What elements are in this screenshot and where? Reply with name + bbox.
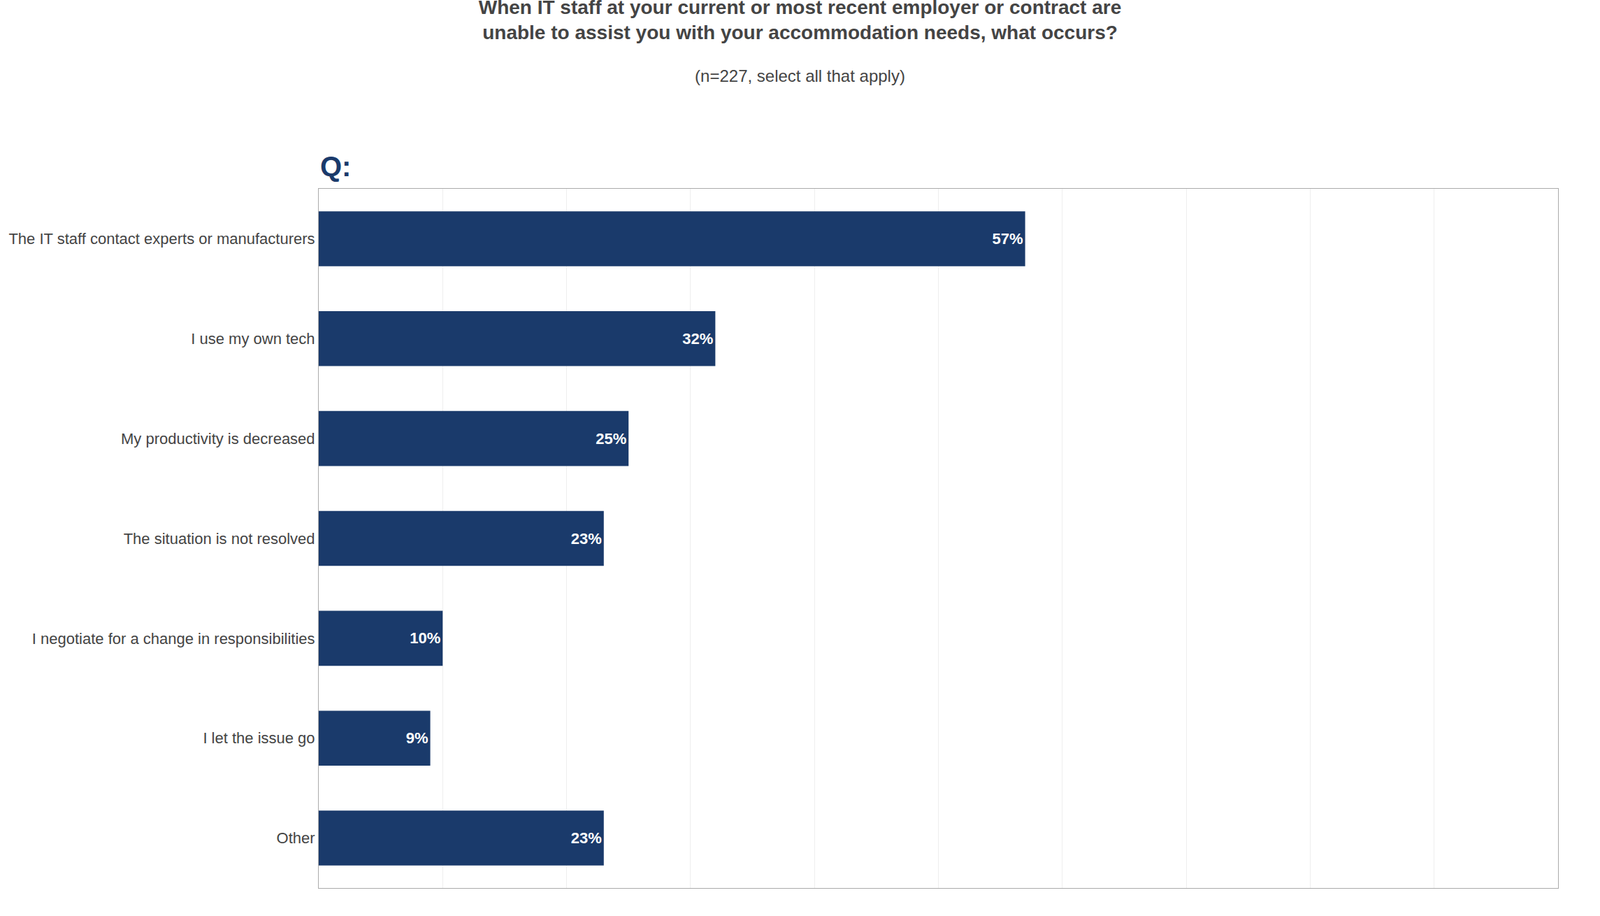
svg-text:When IT staff at your current: When IT staff at your current or most re…	[478, 0, 1122, 44]
svg-text:25%: 25%	[595, 429, 627, 448]
svg-text:9%: 9%	[406, 729, 429, 747]
svg-text:I negotiate for a change in re: I negotiate for a change in responsibili…	[32, 629, 316, 648]
svg-text:I let the issue go: I let the issue go	[202, 729, 315, 747]
svg-text:57%: 57%	[992, 229, 1024, 248]
svg-text:Q:: Q:	[320, 150, 351, 182]
svg-text:10%: 10%	[409, 629, 441, 647]
svg-text:23%: 23%	[571, 529, 602, 548]
svg-text:Other: Other	[276, 829, 316, 847]
svg-text:My productivity is decreased: My productivity is decreased	[120, 429, 316, 448]
svg-text:32%: 32%	[682, 329, 713, 348]
svg-text:The IT staff contact experts o: The IT staff contact experts or manufact…	[8, 229, 315, 248]
svg-text:(n=227, select all that apply): (n=227, select all that apply)	[694, 66, 906, 86]
svg-text:The situation is not resolved: The situation is not resolved	[123, 529, 316, 548]
svg-text:23%: 23%	[571, 829, 602, 847]
svg-text:I use my own tech: I use my own tech	[190, 329, 315, 348]
